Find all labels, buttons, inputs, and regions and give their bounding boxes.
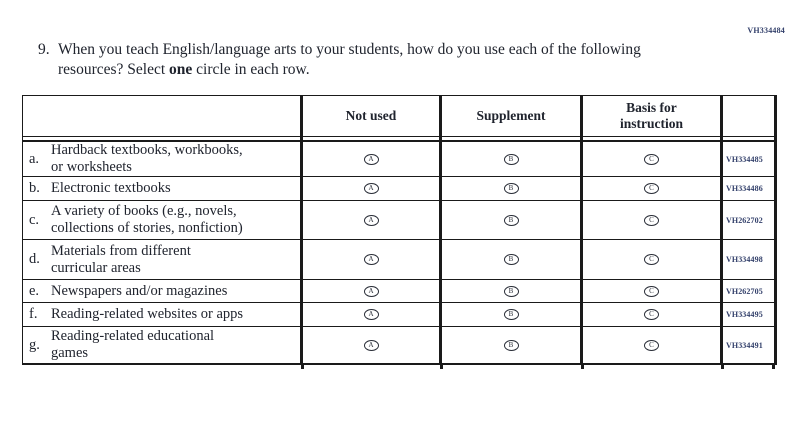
- row-c-not-used-cell: A: [303, 201, 442, 240]
- row-d-text: Materials from different curricular area…: [51, 242, 191, 276]
- header-divider: [442, 137, 583, 142]
- row-e-option-a-circle[interactable]: A: [363, 285, 379, 297]
- row-g-letter: g.: [29, 336, 40, 353]
- row-e-option-c-circle[interactable]: C: [644, 285, 659, 297]
- row-f-option-b-circle[interactable]: B: [503, 309, 519, 320]
- row-d-option-c-circle[interactable]: C: [644, 254, 659, 265]
- row-c-label: c. A variety of books (e.g., novels, col…: [23, 201, 303, 240]
- row-a-not-used-cell: A: [303, 142, 442, 177]
- row-c-basis-cell: C: [583, 201, 723, 240]
- row-b-option-b-circle[interactable]: B: [503, 183, 519, 194]
- page-accession-code: VH334484: [747, 26, 785, 35]
- header-divider: [723, 137, 774, 142]
- row-a-basis-cell: C: [583, 142, 723, 177]
- resources-table: Not used Supplement Basis for instructio…: [22, 95, 777, 369]
- row-e-supplement-cell: B: [442, 280, 583, 303]
- row-f-basis-cell: C: [583, 303, 723, 327]
- row-d-option-b-circle[interactable]: B: [503, 254, 519, 265]
- row-g-supplement-cell: B: [442, 327, 583, 363]
- column-header-not-used: Not used: [303, 96, 442, 137]
- question-text-bold: one: [169, 61, 193, 78]
- row-b-supplement-cell: B: [442, 177, 583, 201]
- row-f-supplement-cell: B: [442, 303, 583, 327]
- column-header-supplement: Supplement: [442, 96, 583, 137]
- row-g-option-b-circle[interactable]: B: [503, 339, 519, 351]
- row-c-option-a-circle[interactable]: A: [363, 214, 379, 226]
- row-f-not-used-cell: A: [303, 303, 442, 327]
- row-d-letter: d.: [29, 251, 40, 267]
- question-text: When you teach English/language arts to …: [58, 40, 678, 80]
- column-rule-stub: [301, 363, 304, 369]
- row-e-label: e. Newspapers and/or magazines: [23, 280, 303, 303]
- column-rule-stub: [581, 363, 584, 369]
- row-d-supplement-cell: B: [442, 240, 583, 280]
- row-b-code: VH334486: [723, 177, 774, 201]
- row-e-not-used-cell: A: [303, 280, 442, 303]
- row-f-code: VH334495: [723, 303, 774, 327]
- question-block: 9. When you teach English/language arts …: [38, 40, 678, 80]
- row-d-not-used-cell: A: [303, 240, 442, 280]
- column-rule-stub: [721, 363, 724, 369]
- question-text-before: When you teach English/language arts to …: [58, 41, 641, 78]
- row-g-option-a-circle[interactable]: A: [363, 339, 379, 351]
- row-c-letter: c.: [29, 211, 40, 228]
- row-d-option-a-circle[interactable]: A: [363, 254, 379, 265]
- row-g-basis-cell: C: [583, 327, 723, 363]
- row-f-option-c-circle[interactable]: C: [644, 309, 659, 320]
- row-b-basis-cell: C: [583, 177, 723, 201]
- row-b-text: Electronic textbooks: [51, 180, 171, 196]
- header-divider: [23, 137, 303, 142]
- row-f-option-a-circle[interactable]: A: [363, 309, 379, 320]
- column-header-basis-for-instruction: Basis for instruction: [583, 96, 723, 137]
- row-b-letter: b.: [29, 180, 40, 196]
- header-divider: [303, 137, 442, 142]
- row-f-letter: f.: [29, 306, 38, 322]
- row-a-option-c-circle[interactable]: C: [644, 153, 659, 165]
- row-a-supplement-cell: B: [442, 142, 583, 177]
- row-c-option-c-circle[interactable]: C: [644, 214, 659, 226]
- column-rule-stub: [772, 363, 775, 369]
- row-d-basis-cell: C: [583, 240, 723, 280]
- row-c-code: VH262702: [723, 201, 774, 240]
- question-text-after: circle in each row.: [192, 61, 310, 78]
- row-c-option-b-circle[interactable]: B: [503, 214, 519, 226]
- row-e-code: VH262705: [723, 280, 774, 303]
- row-b-not-used-cell: A: [303, 177, 442, 201]
- question-number: 9.: [38, 41, 50, 58]
- row-g-label: g. Reading-related educational games: [23, 327, 303, 363]
- row-g-not-used-cell: A: [303, 327, 442, 363]
- row-e-letter: e.: [29, 282, 40, 299]
- row-e-basis-cell: C: [583, 280, 723, 303]
- row-c-supplement-cell: B: [442, 201, 583, 240]
- column-rule-stub: [440, 363, 443, 369]
- header-code-cell: [723, 96, 774, 137]
- row-a-label: a. Hardback textbooks, workbooks, or wor…: [23, 142, 303, 177]
- row-a-code: VH334485: [723, 142, 774, 177]
- row-e-text: Newspapers and/or magazines: [51, 282, 228, 299]
- row-a-option-a-circle[interactable]: A: [363, 153, 379, 165]
- row-a-text: Hardback textbooks, workbooks, or worksh…: [51, 142, 243, 175]
- row-b-label: b. Electronic textbooks: [23, 177, 303, 201]
- row-d-label: d. Materials from different curricular a…: [23, 240, 303, 280]
- row-f-text: Reading-related websites or apps: [51, 306, 244, 322]
- row-e-option-b-circle[interactable]: B: [503, 285, 519, 297]
- row-b-option-c-circle[interactable]: C: [644, 183, 659, 194]
- row-d-code: VH334498: [723, 240, 774, 280]
- row-g-code: VH334491: [726, 340, 763, 350]
- row-f-label: f. Reading-related websites or apps: [23, 303, 303, 327]
- header-divider: [583, 137, 723, 142]
- row-a-option-b-circle[interactable]: B: [503, 153, 519, 165]
- row-g-option-c-circle[interactable]: C: [644, 339, 659, 351]
- row-c-text: A variety of books (e.g., novels, collec…: [51, 203, 243, 236]
- header-empty-cell: [23, 96, 303, 137]
- row-g-text: Reading-related educational games: [51, 328, 215, 361]
- row-b-option-a-circle[interactable]: A: [363, 183, 379, 194]
- row-a-letter: a.: [29, 150, 40, 167]
